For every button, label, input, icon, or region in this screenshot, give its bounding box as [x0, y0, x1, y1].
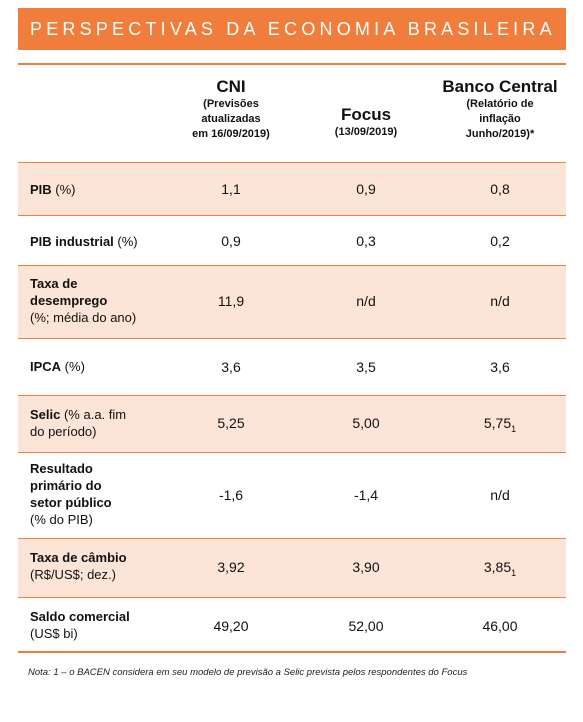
footnote-marker: 1 — [511, 423, 517, 434]
footnote-marker: 1 — [511, 567, 517, 578]
bc-value: 3,851 — [440, 559, 560, 578]
table-row: PIB (%) 1,1 0,9 0,8 — [18, 163, 566, 216]
row-unit: (% do PIB) — [30, 512, 93, 527]
row-label-bold: PIB — [30, 182, 52, 197]
row-label: IPCA (%) — [30, 358, 85, 375]
bc-value: 0,2 — [490, 233, 510, 249]
column-sub: (Relatório de — [466, 98, 534, 110]
row-unit: (%; média do ano) — [30, 310, 137, 325]
row-label-bold: Resultado — [30, 461, 93, 476]
row-label: Taxa de desemprego (%; média do ano) — [30, 275, 136, 326]
bc-value: 3,6 — [490, 359, 510, 375]
focus-value: 52,00 — [348, 618, 384, 634]
bc-value: 5,751 — [440, 415, 560, 434]
table-header: CNI (Previsões atualizadas em 16/09/2019… — [18, 63, 566, 163]
focus-value: 0,9 — [356, 181, 376, 197]
focus-value: 3,90 — [352, 559, 380, 575]
column-name: Focus — [340, 105, 392, 124]
row-label-bold: setor público — [30, 495, 112, 510]
title-banner: PERSPECTIVAS DA ECONOMIA BRASILEIRA — [18, 8, 566, 50]
column-sub: inflação — [479, 113, 521, 125]
row-label: Selic (% a.a. fim do período) — [30, 406, 126, 440]
bc-value: n/d — [490, 293, 510, 309]
row-unit: (US$ bi) — [30, 626, 78, 641]
row-unit: (% a.a. fim — [60, 407, 127, 422]
cni-value: 5,25 — [217, 415, 245, 431]
bc-value-number: 3,85 — [483, 559, 512, 575]
row-label-bold: primário do — [30, 478, 102, 493]
cni-value: 11,9 — [217, 293, 245, 309]
row-unit: do período) — [30, 424, 97, 439]
column-sub: (13/09/2019) — [334, 126, 398, 138]
table-row: IPCA (%) 3,6 3,5 3,6 — [18, 339, 566, 396]
row-unit: (%) — [113, 234, 138, 249]
column-header-banco-central: Banco Central (Relatório de inflação Jun… — [430, 77, 570, 142]
focus-value: 3,5 — [356, 359, 376, 375]
row-label-bold: desemprego — [30, 293, 108, 308]
bc-value: 46,00 — [482, 618, 518, 634]
row-label-bold: Taxa de câmbio — [30, 550, 127, 565]
row-label-bold: IPCA — [30, 359, 62, 374]
column-name: Banco Central — [442, 77, 558, 96]
table-row: Taxa de câmbio (R$/US$; dez.) 3,92 3,90 … — [18, 539, 566, 598]
row-unit: (R$/US$; dez.) — [30, 567, 116, 582]
column-header-focus: Focus (13/09/2019) — [306, 105, 426, 140]
row-label: Resultado primário do setor público (% d… — [30, 460, 112, 528]
row-label-bold: PIB industrial — [30, 234, 114, 249]
row-label-bold: Taxa de — [30, 276, 78, 291]
table-row: Selic (% a.a. fim do período) 5,25 5,00 … — [18, 396, 566, 453]
cni-value: 3,6 — [221, 359, 241, 375]
page-title: PERSPECTIVAS DA ECONOMIA BRASILEIRA — [30, 18, 556, 39]
forecast-table: CNI (Previsões atualizadas em 16/09/2019… — [18, 63, 566, 653]
bc-value: 0,8 — [490, 181, 510, 197]
cni-value: 3,92 — [217, 559, 245, 575]
focus-value: 0,3 — [356, 233, 376, 249]
table-row: Taxa de desemprego (%; média do ano) 11,… — [18, 266, 566, 339]
row-unit: (%) — [51, 182, 76, 197]
row-label: Saldo comercial (US$ bi) — [30, 608, 130, 642]
table-row: Saldo comercial (US$ bi) 49,20 52,00 46,… — [18, 598, 566, 653]
footnote: Nota: 1 – o BACEN considera em seu model… — [28, 667, 468, 678]
table-row: Resultado primário do setor público (% d… — [18, 453, 566, 539]
bc-value: n/d — [490, 487, 510, 503]
row-label: PIB industrial (%) — [30, 233, 138, 250]
focus-value: n/d — [356, 293, 376, 309]
focus-value: -1,4 — [353, 487, 379, 503]
row-unit: (%) — [61, 359, 85, 374]
focus-value: 5,00 — [352, 415, 380, 431]
row-label: PIB (%) — [30, 181, 76, 198]
row-label-bold: Saldo comercial — [30, 609, 130, 624]
column-sub: atualizadas — [201, 113, 261, 125]
column-sub: (Previsões — [203, 98, 259, 110]
bc-value-number: 5,75 — [483, 415, 512, 431]
table-row: PIB industrial (%) 0,9 0,3 0,2 — [18, 216, 566, 266]
column-name: CNI — [216, 77, 246, 96]
cni-value: -1,6 — [218, 487, 244, 503]
cni-value: 1,1 — [221, 181, 241, 197]
column-header-cni: CNI (Previsões atualizadas em 16/09/2019… — [171, 77, 291, 142]
column-sub: em 16/09/2019) — [192, 128, 270, 140]
row-label-bold: Selic — [30, 407, 61, 422]
column-sub: Junho/2019)* — [465, 128, 535, 140]
cni-value: 49,20 — [213, 618, 249, 634]
row-label: Taxa de câmbio (R$/US$; dez.) — [30, 549, 127, 583]
cni-value: 0,9 — [221, 233, 241, 249]
